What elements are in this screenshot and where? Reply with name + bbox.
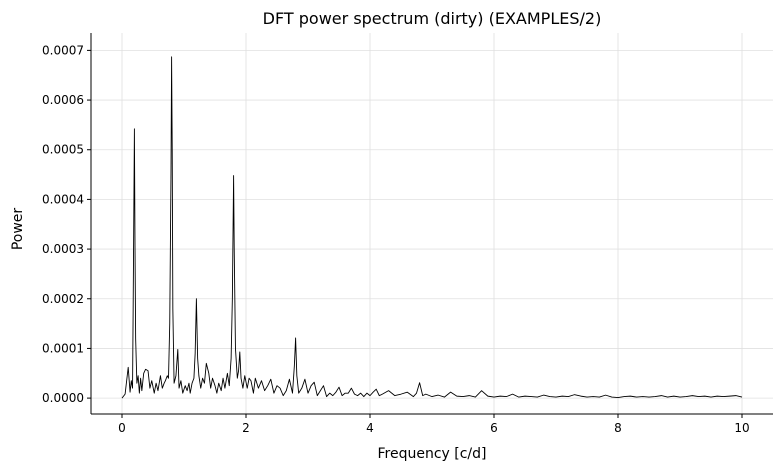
y-axis-label: Power (10, 208, 26, 251)
y-tick-label: 0.0000 (42, 391, 84, 405)
x-tick-label: 0 (118, 421, 126, 435)
x-tick-label: 6 (490, 421, 498, 435)
x-tick-label: 2 (242, 421, 250, 435)
spectrum-line (121, 56, 743, 399)
y-tick-label: 0.0002 (42, 292, 84, 306)
y-tick-label: 0.0004 (42, 192, 84, 206)
x-tick-label: 4 (366, 421, 374, 435)
x-tick-label: 10 (734, 421, 749, 435)
chart-title: DFT power spectrum (dirty) (EXAMPLES/2) (263, 9, 602, 28)
x-tick-layer: 0 2 4 6 8 10 (118, 414, 750, 435)
series-layer (121, 56, 743, 399)
y-tick-label: 0.0007 (42, 43, 84, 57)
x-axis-label: Frequency [c/d] (378, 446, 487, 462)
axes-layer (90, 33, 773, 415)
y-tick-layer: 0.0000 0.0001 0.0002 0.0003 0.0004 0.0005 0.00… (42, 43, 91, 405)
y-tick-label: 0.0005 (42, 143, 84, 157)
grid-layer (91, 33, 773, 414)
y-tick-label: 0.0006 (42, 93, 84, 107)
x-tick-label: 8 (614, 421, 622, 435)
y-tick-label: 0.0003 (42, 242, 84, 256)
y-tick-label: 0.0001 (42, 341, 84, 355)
